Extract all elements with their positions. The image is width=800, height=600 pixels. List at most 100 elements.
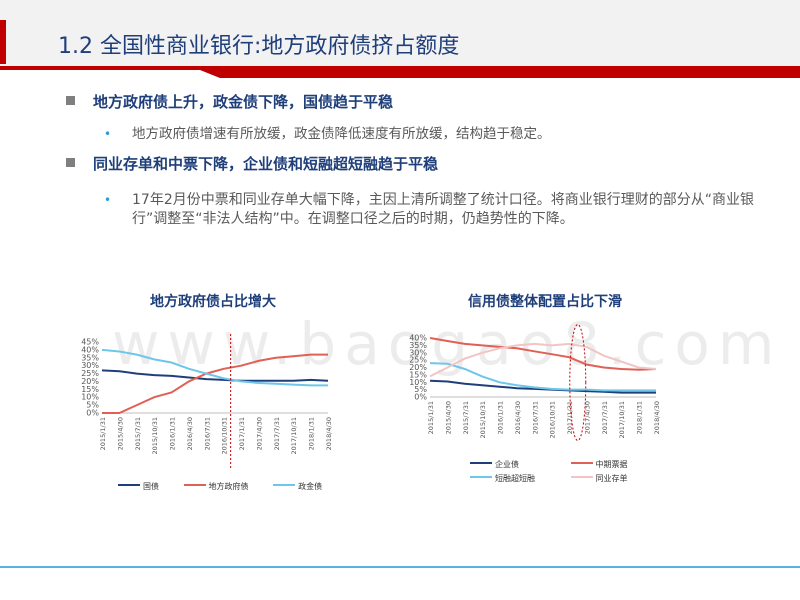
- square-bullet-icon: [66, 158, 75, 167]
- x-tick-label: 2015/7/31: [134, 417, 142, 450]
- x-tick-label: 2015/10/31: [151, 417, 159, 454]
- x-tick-label: 2018/4/30: [653, 401, 661, 434]
- legend-label: 短融超短融: [495, 474, 535, 483]
- header-band: [0, 0, 800, 66]
- legend-item: 同业存单: [570, 472, 628, 486]
- legend-swatch: [470, 462, 492, 464]
- header-accent-bar: [0, 20, 6, 64]
- x-tick-label: 2016/1/31: [497, 401, 505, 434]
- chart-1: 0%5%10%15%20%25%30%35%40%45% 2015/1/31 201…: [81, 334, 333, 468]
- bullet-sub-2: • 17年2月份中票和同业存单大幅下降，主因上清所调整了统计口径。将商业银行理财…: [104, 191, 764, 229]
- y-tick-label: 20%: [409, 363, 427, 372]
- legend-item: 国债: [118, 481, 159, 492]
- series-line-地方政府债: [102, 353, 328, 414]
- y-tick-label: 25%: [409, 356, 427, 365]
- legend-item: 短融超短融: [470, 472, 546, 486]
- y-tick-label: 0%: [86, 409, 99, 418]
- x-tick-label: 2015/7/31: [462, 401, 470, 434]
- chart-2-title: 信用债整体配置占比下滑: [468, 294, 622, 310]
- x-tick-label: 2017/7/31: [601, 401, 609, 434]
- bullet-heading-text: 地方政府债上升，政金债下降，国债趋于平稳: [93, 93, 394, 111]
- legend-swatch: [273, 484, 296, 486]
- y-tick-label: 25%: [81, 369, 99, 378]
- footer-line: [0, 566, 800, 568]
- legend-item: 中期票据: [570, 458, 628, 472]
- bullet-sub-1: • 地方政府债增速有所放缓，政金债降低速度有所放缓，结构趋于稳定。: [104, 125, 704, 144]
- legend-swatch: [183, 484, 206, 486]
- x-tick-label: 2018/4/30: [325, 417, 333, 450]
- x-tick-label: 2017/4/30: [255, 417, 263, 450]
- x-tick-label: 2016/4/30: [186, 417, 194, 450]
- dot-bullet-icon: •: [104, 193, 112, 207]
- x-tick-label: 2017/1/31: [566, 401, 574, 434]
- x-tick-label: 2017/10/31: [618, 401, 626, 438]
- series-line-政金债: [101, 348, 328, 387]
- legend-label: 政金债: [298, 482, 323, 491]
- x-tick-label: 2015/1/31: [427, 401, 435, 434]
- y-tick-label: 40%: [409, 334, 427, 343]
- series-line-短融超短融: [429, 362, 656, 392]
- page-title: 1.2 全国性商业银行:地方政府债挤占额度: [58, 34, 460, 59]
- y-tick-label: 15%: [409, 370, 427, 379]
- x-tick-label: 2016/7/31: [203, 417, 211, 450]
- series-line-中期票据: [429, 337, 657, 371]
- bullet-heading-text: 同业存单和中票下降，企业债和短融超短融趋于平稳: [93, 155, 439, 173]
- x-tick-label: 2015/4/30: [116, 417, 124, 450]
- bullet-heading-1: 地方政府债上升，政金债下降，国债趋于平稳: [66, 91, 393, 112]
- x-tick-label: 2017/7/31: [273, 417, 281, 450]
- legend-label: 国债: [143, 482, 159, 491]
- chart-1-title: 地方政府债占比增大: [150, 294, 276, 310]
- square-bullet-icon: [66, 96, 75, 105]
- x-tick-label: 2015/10/31: [479, 401, 487, 438]
- header-red-stripe: [0, 66, 800, 78]
- chart-1-legend: 国债 地方政府债 政金债: [118, 481, 344, 492]
- y-tick-label: 35%: [409, 341, 427, 350]
- y-tick-label: 35%: [81, 353, 99, 362]
- legend-item: 企业债: [470, 458, 546, 472]
- x-tick-label: 2016/10/31: [221, 417, 229, 454]
- legend-item: 地方政府债: [183, 481, 249, 492]
- legend-item: 政金债: [273, 481, 322, 492]
- x-tick-label: 2016/1/31: [169, 417, 177, 450]
- bullet-sub-text: 17年2月份中票和同业存单大幅下降，主因上清所调整了统计口径。将商业银行理财的部…: [132, 192, 754, 227]
- y-tick-label: 10%: [81, 393, 99, 402]
- y-tick-label: 30%: [409, 348, 427, 357]
- y-tick-label: 40%: [81, 345, 99, 354]
- legend-swatch: [470, 476, 492, 478]
- y-tick-label: 15%: [81, 385, 99, 394]
- y-tick-label: 5%: [86, 401, 99, 410]
- x-tick-label: 2015/1/31: [99, 417, 107, 450]
- legend-label: 同业存单: [595, 474, 628, 483]
- dot-bullet-icon: •: [104, 127, 112, 141]
- x-tick-label: 2015/4/30: [444, 401, 452, 434]
- chart-2-legend: 企业债 中期票据 短融超短融 同业存单: [470, 458, 670, 486]
- y-tick-label: 0%: [414, 393, 427, 402]
- legend-swatch: [570, 476, 593, 478]
- watermark: www.baogao8.com: [112, 310, 783, 378]
- legend-label: 中期票据: [595, 460, 628, 469]
- legend-swatch: [118, 484, 140, 486]
- chart-2: 0%5%10%15%20%25%30%35%40% 2015/1/31 2015/4…: [409, 324, 661, 441]
- y-tick-label: 5%: [414, 385, 427, 394]
- series-line-国债: [101, 369, 329, 382]
- x-tick-label: 2016/4/30: [514, 401, 522, 434]
- y-tick-label: 20%: [81, 377, 99, 386]
- x-tick-label: 2016/7/31: [531, 401, 539, 434]
- slide-header: 1.2 全国性商业银行:地方政府债挤占额度: [0, 0, 800, 80]
- x-tick-label: 2016/10/31: [549, 401, 557, 438]
- bullet-sub-text: 地方政府债增速有所放缓，政金债降低速度有所放缓，结构趋于稳定。: [132, 126, 551, 142]
- legend-label: 企业债: [495, 460, 519, 469]
- legend-swatch: [570, 462, 593, 464]
- y-tick-label: 45%: [81, 338, 99, 347]
- x-tick-label: 2018/1/31: [636, 401, 644, 434]
- legend-label: 地方政府债: [208, 482, 249, 491]
- x-tick-label: 2017/1/31: [238, 417, 246, 450]
- highlight-ellipse: [569, 324, 587, 441]
- y-tick-label: 10%: [409, 378, 427, 387]
- series-line-同业存单: [429, 342, 657, 378]
- bullet-heading-2: 同业存单和中票下降，企业债和短融超短融趋于平稳: [66, 153, 438, 174]
- x-tick-label: 2017/10/31: [290, 417, 298, 454]
- x-tick-label: 2017/4/30: [583, 401, 591, 434]
- y-tick-label: 30%: [81, 361, 99, 370]
- x-tick-label: 2018/1/31: [308, 417, 316, 450]
